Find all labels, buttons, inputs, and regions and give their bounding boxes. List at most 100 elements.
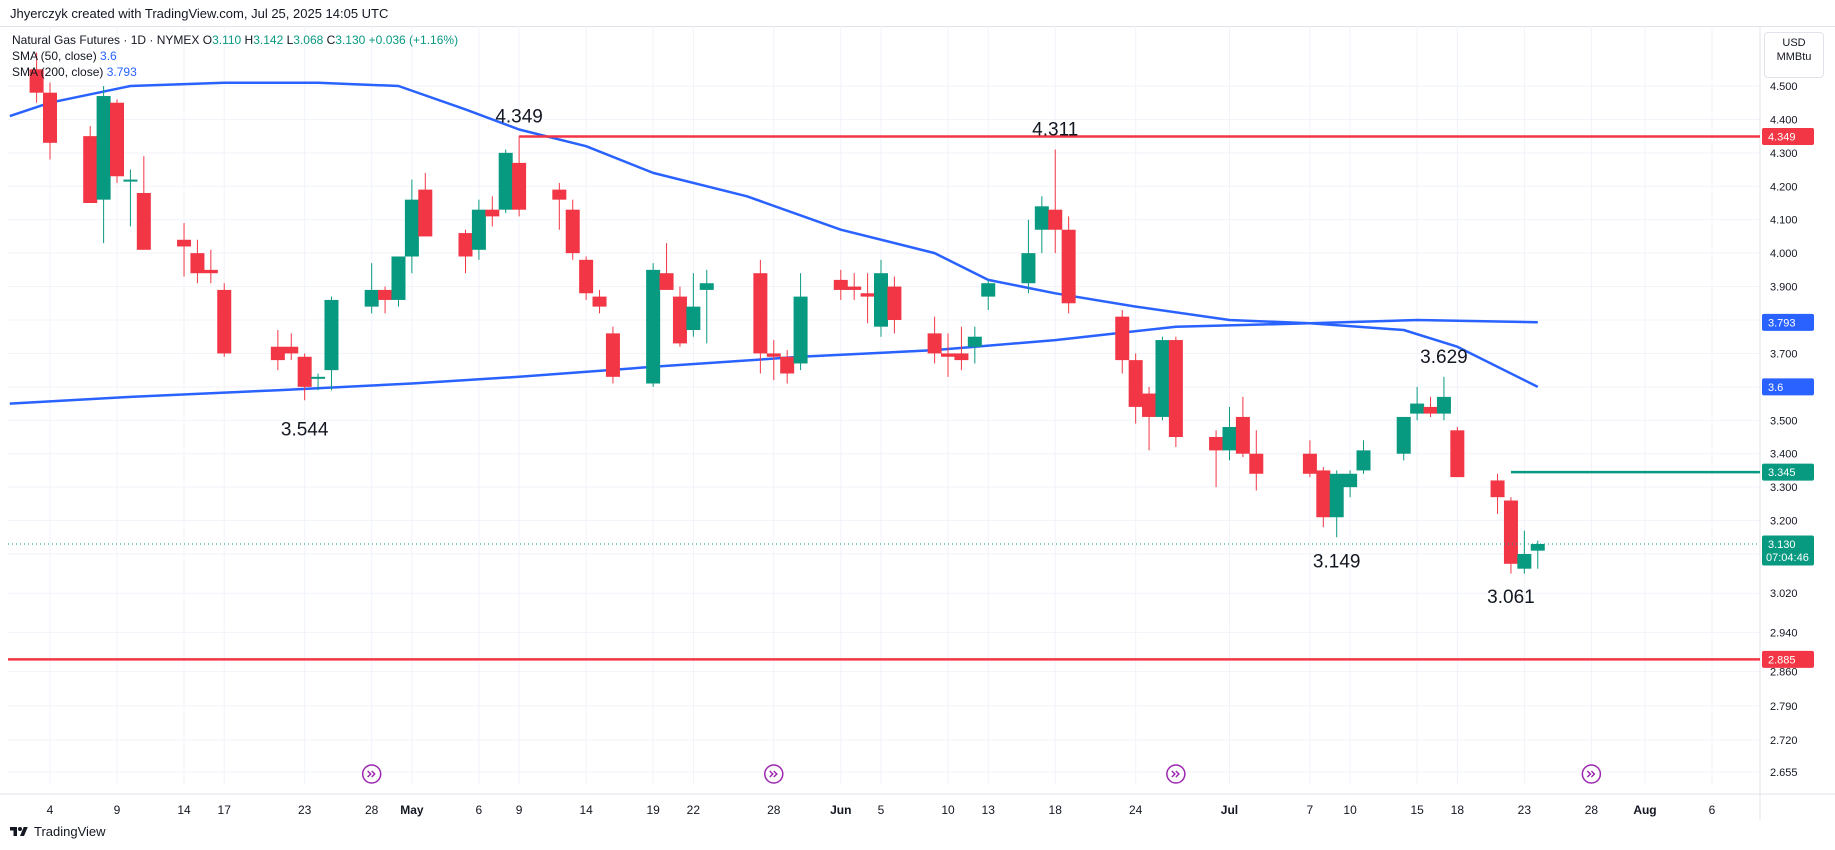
candle[interactable] (565, 199, 580, 260)
candle[interactable] (887, 276, 902, 334)
candle[interactable] (1302, 440, 1317, 478)
price-chart[interactable]: 4.349 4.311 3.544 3.149 3.629 3.061 4.500 4.400… (0, 26, 1835, 820)
candle-body (1316, 470, 1331, 518)
price-tag-label: 4.349 (1768, 131, 1796, 143)
countdown-label: 07:04:46 (1766, 552, 1809, 564)
candle[interactable] (1034, 196, 1049, 254)
event-marker-icon[interactable] (1581, 764, 1602, 784)
candle-body (418, 189, 433, 237)
candle[interactable] (954, 326, 969, 371)
legend-sma200-row[interactable]: SMA (200, close) 3.793 (12, 64, 458, 80)
candle[interactable] (1503, 497, 1518, 574)
candle[interactable] (646, 263, 661, 387)
candle[interactable] (686, 273, 701, 337)
candle[interactable] (941, 333, 956, 377)
candle[interactable] (672, 286, 687, 347)
symbol-name[interactable]: Natural Gas Futures · 1D · NYMEX (12, 33, 200, 47)
price-tag-label: 3.345 (1768, 467, 1796, 479)
candle[interactable] (1450, 426, 1465, 478)
candle[interactable] (96, 86, 111, 244)
candle[interactable] (1021, 219, 1036, 294)
candle[interactable] (110, 99, 125, 183)
candle[interactable] (136, 156, 151, 250)
candle[interactable] (1168, 336, 1183, 448)
event-marker-icon[interactable] (764, 764, 784, 784)
candle[interactable] (1436, 376, 1451, 421)
candle[interactable] (1316, 467, 1331, 528)
candle[interactable] (471, 199, 486, 260)
legend-sma50-row[interactable]: SMA (50, close) 3.6 (12, 48, 458, 64)
candle[interactable] (364, 263, 379, 314)
candle[interactable] (29, 52, 44, 103)
candle[interactable] (43, 82, 57, 160)
candle[interactable] (981, 279, 996, 310)
candle[interactable] (190, 239, 205, 284)
candle[interactable] (592, 289, 607, 314)
candle[interactable] (217, 283, 232, 357)
candle[interactable] (793, 273, 808, 371)
candle[interactable] (1222, 406, 1237, 461)
candle[interactable] (1115, 309, 1130, 374)
candle[interactable] (1329, 470, 1344, 538)
candle[interactable] (324, 296, 339, 391)
candle[interactable] (458, 229, 473, 274)
candle[interactable] (378, 286, 393, 314)
event-marker-icon[interactable] (361, 764, 382, 784)
candle[interactable] (177, 223, 192, 277)
candle[interactable] (699, 269, 714, 344)
candle[interactable] (1061, 216, 1076, 314)
price-annotation[interactable]: 4.349 (495, 106, 543, 127)
candle[interactable] (847, 273, 862, 300)
candle[interactable] (1530, 540, 1545, 569)
candle[interactable] (311, 373, 326, 391)
candle[interactable] (1235, 396, 1250, 458)
candle[interactable] (284, 333, 299, 361)
candle[interactable] (512, 136, 527, 217)
event-marker-icon[interactable] (1166, 764, 1186, 784)
candle[interactable] (297, 353, 312, 401)
candle[interactable] (1517, 530, 1532, 574)
candle[interactable] (391, 256, 406, 307)
footer-brand[interactable]: TradingView (8, 824, 106, 839)
price-tag: 2.885 (1762, 650, 1814, 668)
price-annotation[interactable]: 3.544 (281, 420, 329, 441)
sma50-line[interactable] (9, 81, 1539, 389)
candle[interactable] (485, 196, 500, 227)
candle[interactable] (498, 149, 513, 214)
candle[interactable] (753, 259, 768, 374)
currency-unit-button[interactable]: USD MMBtu (1764, 32, 1824, 78)
candle[interactable] (83, 126, 98, 203)
candle[interactable] (860, 273, 875, 324)
candle[interactable] (833, 269, 848, 300)
candle[interactable] (1048, 149, 1063, 254)
candle[interactable] (1209, 430, 1224, 488)
candle[interactable] (1142, 386, 1157, 451)
candle[interactable] (766, 340, 781, 381)
candle[interactable] (203, 249, 218, 284)
price-annotation[interactable]: 3.149 (1313, 552, 1361, 573)
candle[interactable] (1423, 396, 1438, 417)
candle[interactable] (780, 350, 795, 384)
price-annotation[interactable]: 4.311 (1032, 120, 1078, 141)
candle[interactable] (404, 179, 419, 274)
candle[interactable] (1356, 440, 1371, 474)
candle[interactable] (552, 182, 567, 230)
candle[interactable] (1155, 336, 1170, 421)
candle[interactable] (1128, 353, 1143, 424)
price-annotation[interactable]: 3.061 (1487, 587, 1535, 608)
candle[interactable] (123, 169, 138, 227)
candle[interactable] (874, 259, 888, 337)
candle[interactable] (1343, 470, 1358, 498)
candle[interactable] (927, 316, 942, 364)
candle[interactable] (1410, 386, 1425, 421)
candle[interactable] (579, 256, 594, 300)
candle[interactable] (605, 326, 620, 384)
candle[interactable] (1396, 416, 1411, 461)
candle[interactable] (270, 330, 285, 371)
candle[interactable] (1249, 430, 1264, 491)
candle[interactable] (967, 326, 982, 364)
candle[interactable] (1490, 473, 1505, 514)
candle[interactable] (659, 243, 674, 290)
candle[interactable] (418, 172, 433, 237)
price-annotation[interactable]: 3.629 (1420, 347, 1468, 368)
